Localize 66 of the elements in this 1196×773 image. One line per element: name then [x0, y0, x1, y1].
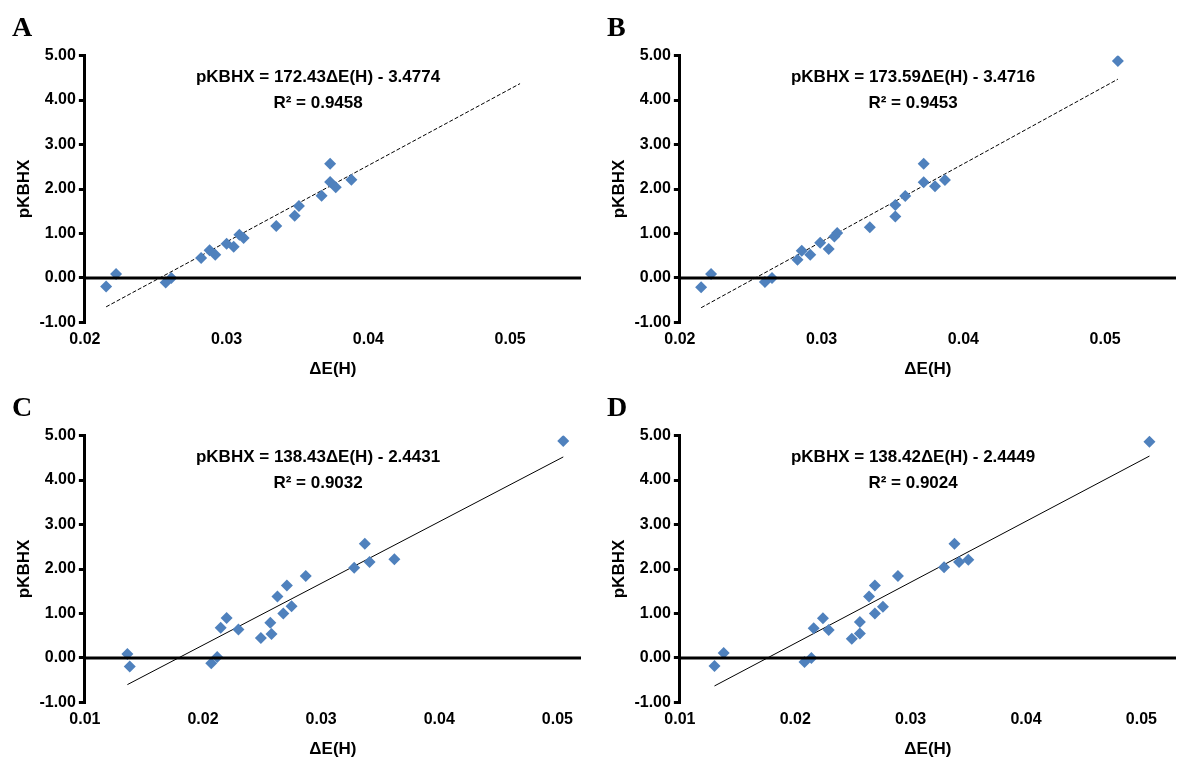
y-tick-label: 4.00 — [639, 90, 671, 108]
y-tick-label: -1.00 — [634, 692, 671, 710]
annotation: R² = 0.9032 — [273, 473, 363, 493]
y-tick-label: 5.00 — [639, 46, 671, 64]
y-tick-label: 3.00 — [639, 514, 671, 532]
chart-title: C — [12, 391, 33, 423]
x-tick-label: 0.03 — [305, 710, 337, 728]
y-axis-title: pKBHX — [608, 539, 628, 599]
y-tick-label: 0.00 — [44, 648, 76, 666]
x-tick-label: 0.01 — [664, 710, 696, 728]
annotation: R² = 0.9453 — [868, 93, 958, 113]
annotation: pKBHX = 172.43ΔE(H) - 3.4774 — [195, 67, 441, 87]
y-tick-label: 3.00 — [44, 514, 76, 532]
y-tick-label: 5.00 — [44, 426, 76, 444]
x-tick-label: 0.01 — [69, 710, 101, 728]
x-axis-title: ΔE(H) — [904, 359, 952, 379]
x-tick-label: 0.05 — [1089, 330, 1121, 348]
chart-title: A — [12, 11, 33, 43]
y-axis-title: pKBHX — [13, 539, 33, 599]
x-axis-title: ΔE(H) — [904, 739, 952, 759]
x-tick-label: 0.05 — [494, 330, 526, 348]
x-tick-label: 0.04 — [352, 330, 385, 348]
y-tick-label: -1.00 — [39, 692, 76, 710]
x-tick-label: 0.04 — [947, 330, 980, 348]
x-tick-label: 0.05 — [1125, 710, 1158, 728]
y-axis-title: pKBHX — [13, 159, 33, 219]
x-tick-label: 0.03 — [806, 330, 838, 348]
x-tick-label: 0.04 — [1010, 710, 1042, 728]
y-tick-label: 4.00 — [44, 470, 76, 488]
chart-title: D — [607, 391, 628, 423]
x-axis-title: ΔE(H) — [309, 739, 357, 759]
y-tick-label: 3.00 — [44, 134, 76, 152]
y-tick-label: 2.00 — [639, 559, 671, 577]
y-tick-label: -1.00 — [39, 312, 76, 330]
x-tick-label: 0.02 — [664, 330, 696, 348]
y-tick-label: 4.00 — [639, 470, 671, 488]
y-tick-label: 1.00 — [44, 223, 76, 241]
x-tick-label: 0.05 — [541, 710, 574, 728]
y-tick-label: 2.00 — [44, 559, 76, 577]
annotation: pKBHX = 138.42ΔE(H) - 2.4449 — [790, 447, 1036, 467]
y-tick-label: -1.00 — [634, 312, 671, 330]
x-tick-label: 0.03 — [211, 330, 243, 348]
y-tick-label: 4.00 — [44, 90, 76, 108]
y-tick-label: 0.00 — [639, 648, 671, 666]
y-tick-label: 2.00 — [44, 179, 76, 197]
x-axis-title: ΔE(H) — [309, 359, 357, 379]
annotation: R² = 0.9024 — [868, 473, 959, 493]
y-tick-label: 2.00 — [639, 179, 671, 197]
annotation: R² = 0.9458 — [273, 93, 363, 113]
y-tick-label: 1.00 — [44, 603, 76, 621]
x-tick-label: 0.03 — [895, 710, 927, 728]
x-tick-label: 0.02 — [779, 710, 811, 728]
y-axis-title: pKBHX — [608, 159, 628, 219]
y-tick-label: 3.00 — [639, 134, 671, 152]
y-tick-label: 5.00 — [639, 426, 671, 444]
y-tick-label: 0.00 — [639, 268, 671, 286]
x-tick-label: 0.02 — [69, 330, 101, 348]
x-tick-label: 0.02 — [187, 710, 219, 728]
annotation: pKBHX = 173.59ΔE(H) - 3.4716 — [790, 67, 1036, 87]
annotation: pKBHX = 138.43ΔE(H) - 2.4431 — [195, 447, 441, 467]
y-tick-label: 0.00 — [44, 268, 76, 286]
chart-title: B — [607, 11, 626, 43]
y-tick-label: 1.00 — [639, 223, 671, 241]
y-tick-label: 1.00 — [639, 603, 671, 621]
y-tick-label: 5.00 — [44, 46, 76, 64]
x-tick-label: 0.04 — [423, 710, 455, 728]
